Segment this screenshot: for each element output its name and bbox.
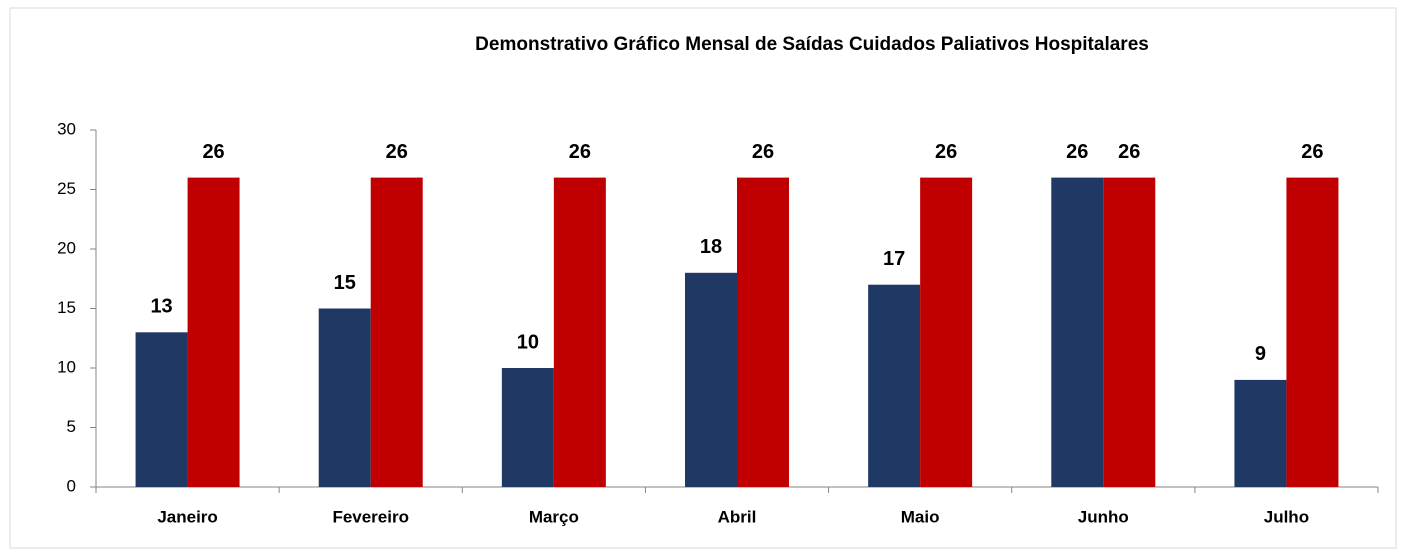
bar	[1234, 379, 1287, 487]
value-label: 18	[700, 236, 722, 258]
bar	[737, 177, 789, 487]
value-label: 10	[517, 331, 539, 353]
chart-title: Demonstrativo Gráfico Mensal de Saídas C…	[475, 34, 1149, 55]
bar	[868, 284, 921, 487]
bar	[370, 177, 423, 487]
y-tick-label: 25	[57, 179, 76, 198]
x-tick-label: Abril	[718, 507, 757, 526]
value-label: 26	[202, 141, 224, 163]
y-tick-label: 10	[57, 357, 76, 376]
bar	[187, 177, 240, 487]
bar	[1286, 177, 1339, 487]
x-tick-label: Março	[529, 507, 579, 526]
value-label: 26	[386, 141, 408, 163]
bar	[501, 368, 554, 487]
value-label: 13	[150, 296, 172, 318]
y-tick-label: 15	[57, 298, 76, 317]
value-label: 9	[1255, 343, 1266, 365]
bar	[553, 177, 606, 487]
bar	[318, 308, 371, 487]
bar	[135, 332, 188, 487]
value-label: 17	[883, 248, 905, 270]
value-label: 26	[1301, 141, 1323, 163]
bar	[920, 177, 973, 487]
y-tick-label: 30	[57, 119, 76, 138]
x-tick-label: Janeiro	[157, 507, 217, 526]
x-tick-label: Julho	[1264, 507, 1309, 526]
y-tick-label: 5	[67, 417, 76, 436]
value-label: 26	[1066, 141, 1088, 163]
value-label: 26	[752, 141, 774, 163]
x-tick-label: Maio	[901, 507, 940, 526]
bar	[1103, 177, 1156, 487]
y-tick-label: 0	[67, 476, 76, 495]
x-tick-label: Junho	[1078, 507, 1129, 526]
x-tick-label: Fevereiro	[332, 507, 409, 526]
bar	[1051, 177, 1104, 487]
value-label: 26	[1118, 141, 1140, 163]
y-tick-label: 20	[57, 238, 76, 257]
value-label: 26	[569, 141, 591, 163]
value-label: 26	[935, 141, 957, 163]
value-label: 15	[334, 272, 356, 294]
bar	[685, 272, 737, 487]
